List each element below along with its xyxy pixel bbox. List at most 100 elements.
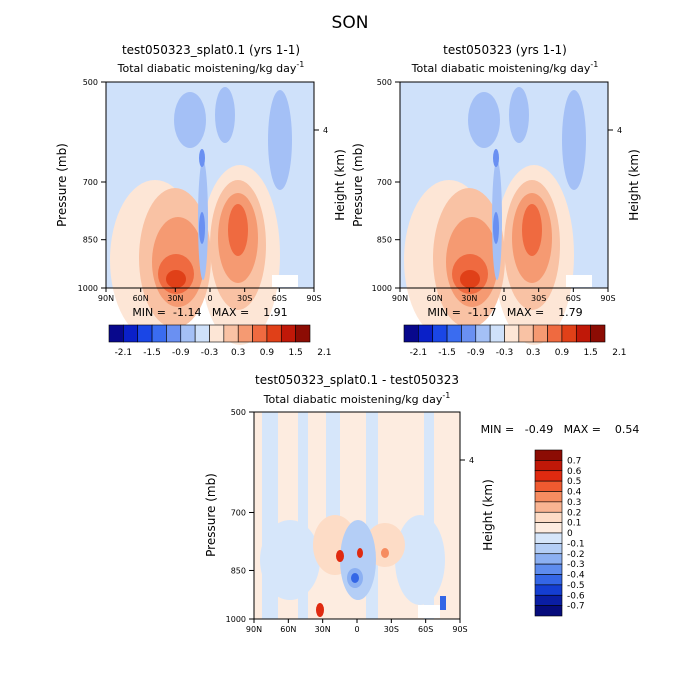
colorbar-box <box>166 324 182 343</box>
colorbar-box <box>575 324 591 343</box>
colorbar-label: 0.9 <box>555 348 570 358</box>
colorbar-box <box>432 324 448 343</box>
panel-3-contour <box>298 412 308 619</box>
panel-2-colorbar: -2.1 -1.5 -0.9 -0.3 0.3 0.9 1.5 2.1 <box>403 324 627 358</box>
panel-1-stats: MIN = -1.14 MAX = 1.91 <box>132 306 287 319</box>
colorbar-box <box>475 324 491 343</box>
panel-1-right-tick-label: 4 <box>323 126 328 135</box>
panel-1-contour <box>199 149 205 167</box>
colorbar-box <box>446 324 462 343</box>
panel-1-contour <box>268 90 292 190</box>
panel-2-y-axis: 500 700 850 1000 <box>372 78 400 293</box>
colorbar-label: -0.3 <box>201 348 219 358</box>
x-tick-label: 0 <box>354 625 359 634</box>
colorbar-box <box>534 532 563 544</box>
panel-3-stats: MIN = -0.49 MAX = 0.54 <box>481 423 640 436</box>
colorbar-label: 2.1 <box>317 348 331 358</box>
panel-3-contour <box>260 520 320 600</box>
colorbar-label: 0.1 <box>567 519 581 529</box>
panel-2-contour <box>460 270 480 288</box>
colorbar-box <box>532 324 548 343</box>
panel-1-plot <box>105 81 315 345</box>
x-tick-label: 90S <box>306 294 321 303</box>
colorbar-box <box>237 324 253 343</box>
colorbar-label: 1.5 <box>288 348 302 358</box>
panel-3-ylabel: Pressure (mb) <box>204 473 218 557</box>
colorbar-box <box>151 324 167 343</box>
colorbar-box <box>504 324 520 343</box>
x-tick-label: 0 <box>501 294 506 303</box>
x-tick-label: 60S <box>272 294 287 303</box>
colorbar-box <box>403 324 419 343</box>
x-tick-label: 90N <box>246 625 262 634</box>
colorbar-box <box>534 605 563 617</box>
colorbar-label: -0.7 <box>567 602 585 612</box>
colorbar-box <box>137 324 153 343</box>
panel-2-contour <box>493 149 499 167</box>
colorbar-label: 0.7 <box>567 456 581 466</box>
panel-1-title: test050323_splat0.1 (yrs 1-1) <box>122 43 300 57</box>
panel-3-contour <box>424 412 434 619</box>
panel-3: test050323_splat0.1 - test050323 Total d… <box>204 373 639 634</box>
colorbar-label: -0.6 <box>567 591 585 601</box>
panel-3-contour <box>316 603 324 617</box>
panel-2-title: test050323 (yrs 1-1) <box>443 43 567 57</box>
colorbar-box <box>534 543 563 555</box>
panel-2-plot <box>399 81 609 345</box>
colorbar-box <box>180 324 196 343</box>
panel-3-contour <box>395 515 445 605</box>
colorbar-box <box>266 324 282 343</box>
colorbar-box <box>461 324 477 343</box>
panel-2-missing <box>566 275 592 287</box>
panel-3-contour <box>340 520 376 600</box>
colorbar-box <box>534 522 563 534</box>
y-tick-label: 700 <box>377 178 392 187</box>
x-tick-label: 90S <box>452 625 467 634</box>
colorbar-box <box>534 460 563 472</box>
colorbar-box <box>547 324 563 343</box>
panel-1-contour <box>199 212 205 244</box>
colorbar-box <box>295 324 311 343</box>
colorbar-box <box>590 324 606 343</box>
panel-2-x-axis: 90N 60N 30N 0 30S 60S 90S <box>392 288 616 303</box>
colorbar-box <box>534 563 563 575</box>
colorbar-box <box>252 324 268 343</box>
panel-3-x-axis: 90N 60N 30N 0 30S 60S 90S <box>246 619 468 634</box>
panel-2: test050323 (yrs 1-1) Total diabatic mois… <box>351 43 641 358</box>
colorbar-label: -1.5 <box>143 348 161 358</box>
colorbar-box <box>534 449 563 461</box>
colorbar-label: -0.9 <box>467 348 485 358</box>
colorbar-box <box>534 501 563 513</box>
panel-3-title: test050323_splat0.1 - test050323 <box>255 373 459 387</box>
panel-3-y-axis: 500 700 850 1000 <box>226 408 254 624</box>
x-tick-label: 60N <box>133 294 149 303</box>
panel-2-contour <box>509 87 529 143</box>
colorbar-label: 0.3 <box>567 498 581 508</box>
colorbar-box <box>534 594 563 606</box>
panel-2-contour <box>522 204 542 256</box>
panel-1-contour <box>215 87 235 143</box>
figure-title: SON <box>332 13 369 33</box>
colorbar-box <box>194 324 210 343</box>
colorbar-box <box>534 584 563 596</box>
panel-1-x-axis: 90N 60N 30N 0 30S 60S 90S <box>98 288 322 303</box>
colorbar-box <box>108 324 124 343</box>
colorbar-box <box>534 574 563 586</box>
colorbar-label: -2.1 <box>410 348 428 358</box>
panel-3-subtitle: Total diabatic moistening/kg day-1 <box>263 391 451 406</box>
colorbar-label: -1.5 <box>438 348 456 358</box>
colorbar-label: -0.3 <box>496 348 514 358</box>
panel-3-contour <box>357 548 363 558</box>
panel-1-contour <box>228 204 248 256</box>
panel-2-ylabel: Pressure (mb) <box>351 143 365 227</box>
x-tick-label: 30S <box>531 294 546 303</box>
colorbar-label: 1.5 <box>583 348 597 358</box>
panel-3-plot <box>253 411 461 620</box>
x-tick-label: 90N <box>392 294 408 303</box>
x-tick-label: 60S <box>418 625 433 634</box>
x-tick-label: 30N <box>315 625 331 634</box>
panel-2-subtitle: Total diabatic moistening/kg day-1 <box>411 60 599 75</box>
panel-3-contour <box>351 573 359 583</box>
y-tick-label: 850 <box>377 236 392 245</box>
panel-1-missing <box>272 275 298 287</box>
